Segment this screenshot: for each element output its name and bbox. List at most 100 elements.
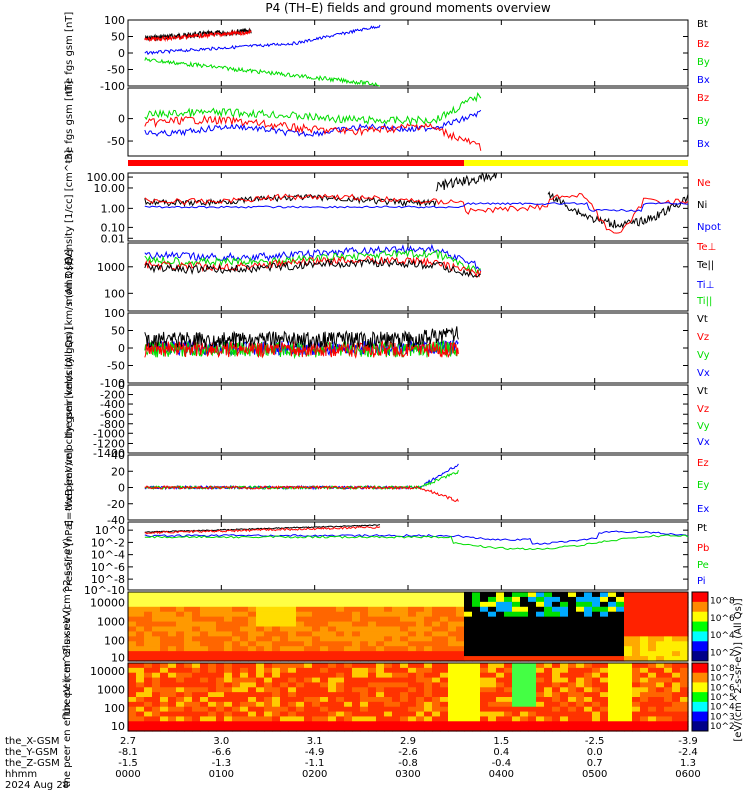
spectro-cell	[272, 606, 281, 613]
series-Bx	[144, 109, 482, 138]
spectro-cell	[224, 692, 233, 698]
spectro-cell	[400, 611, 409, 618]
spectro-cell	[144, 726, 153, 732]
spectro-cell	[672, 606, 681, 613]
spectro-cell	[576, 621, 585, 628]
spectro-cell	[152, 711, 161, 718]
spectro-cell	[552, 641, 561, 647]
spectro-cell	[608, 721, 617, 727]
series-Ez	[144, 484, 459, 502]
spectro-cell	[592, 601, 601, 608]
legend-Vx: Vx	[697, 368, 710, 379]
spectro-cell	[344, 687, 353, 693]
spectro-cell	[272, 672, 281, 679]
spectro-cell	[528, 711, 537, 718]
spectro-cell	[384, 601, 393, 608]
spectro-cell	[264, 651, 273, 657]
spectro-cell	[184, 596, 193, 603]
spectro-cell	[344, 606, 353, 613]
legend-Bx: Bx	[697, 139, 710, 150]
spectro-cell	[640, 631, 649, 637]
spectro-cell	[304, 677, 313, 684]
spectro-cell	[496, 596, 505, 603]
spectro-cell	[592, 716, 601, 722]
spectro-cell	[248, 592, 257, 598]
ephemeris-value: 0.0	[587, 747, 603, 758]
spectro-cell	[616, 621, 625, 628]
spectro-cell	[344, 706, 353, 713]
spectro-cell	[192, 626, 201, 633]
spectro-cell	[432, 656, 441, 662]
spectro-cell	[168, 592, 177, 598]
spectro-cell	[280, 711, 289, 718]
y-axis-label: the fgs gsm [nT]	[64, 12, 75, 95]
spectro-cell	[136, 701, 145, 708]
spectro-cell	[264, 663, 273, 669]
spectro-cell	[320, 656, 329, 662]
spectro-cell	[256, 711, 265, 718]
spectro-cell	[472, 611, 481, 618]
spectro-cell	[208, 592, 217, 598]
spectro-cell	[160, 711, 169, 718]
spectro-cell	[384, 677, 393, 684]
spectro-cell	[384, 616, 393, 623]
spectro-cell	[328, 692, 337, 698]
spectro-cell	[256, 692, 265, 698]
spectro-cell	[336, 611, 345, 618]
spectro-cell	[656, 616, 665, 623]
spectro-cell	[152, 601, 161, 608]
spectro-cell	[384, 726, 393, 732]
spectro-cell	[512, 611, 521, 618]
spectro-cell	[576, 611, 585, 618]
spectro-cell	[512, 692, 521, 698]
spectro-cell	[136, 611, 145, 618]
spectro-cell	[576, 716, 585, 722]
spectro-cell	[432, 646, 441, 652]
colorbar-frame	[691, 591, 709, 662]
spectro-cell	[440, 687, 449, 693]
spectro-cell	[312, 716, 321, 722]
spectro-cell	[408, 636, 417, 642]
spectro-cell	[464, 726, 473, 732]
spectro-cell	[288, 721, 297, 727]
spectro-cell	[536, 611, 545, 618]
spectro-cell	[600, 682, 609, 688]
spectro-cell	[664, 596, 673, 603]
spectro-cell	[432, 606, 441, 613]
spectro-cell	[136, 646, 145, 652]
spectro-cell	[256, 611, 265, 618]
spectro-cell	[648, 592, 657, 598]
spectro-cell	[512, 706, 521, 713]
spectro-cell	[424, 687, 433, 693]
spectro-cell	[392, 687, 401, 693]
spectro-cell	[336, 626, 345, 633]
spectro-cell	[528, 616, 537, 623]
spectro-cell	[464, 621, 473, 628]
spectro-cell	[512, 651, 521, 657]
spectro-cell	[336, 721, 345, 727]
spectro-cell	[136, 682, 145, 688]
spectro-cell	[240, 616, 249, 623]
spectro-cell	[632, 706, 641, 713]
spectro-cell	[288, 621, 297, 628]
spectro-cell	[640, 672, 649, 679]
spectro-cell	[496, 677, 505, 684]
spectro-cell	[168, 682, 177, 688]
spectro-cell	[184, 592, 193, 598]
spectro-cell	[136, 667, 145, 674]
spectro-cell	[480, 636, 489, 642]
spectro-cell	[512, 636, 521, 642]
spectro-cell	[416, 711, 425, 718]
spectro-cell	[512, 677, 521, 684]
spectro-cell	[344, 592, 353, 598]
spectro-cell	[464, 626, 473, 633]
spectro-cell	[240, 601, 249, 608]
spectro-cell	[160, 592, 169, 598]
colorbar-cell	[692, 633, 708, 637]
spectro-cell	[480, 663, 489, 669]
spectro-cell	[464, 701, 473, 708]
spectro-cell	[320, 706, 329, 713]
spectro-cell	[224, 667, 233, 674]
spectro-cell	[184, 641, 193, 647]
spectro-cell	[680, 697, 689, 703]
